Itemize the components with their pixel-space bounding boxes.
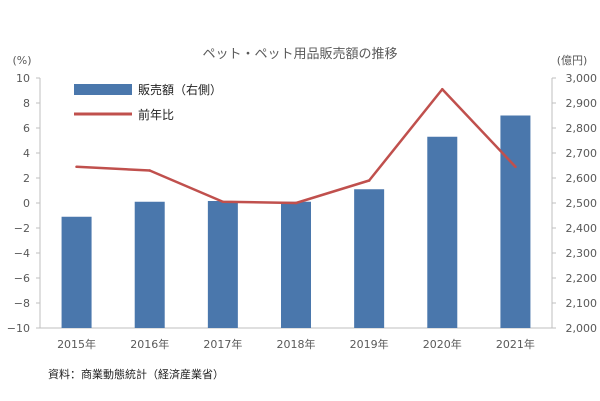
x-tick-label: 2021年 bbox=[496, 337, 535, 351]
right-tick-label: 2,800 bbox=[566, 122, 598, 135]
left-axis-unit: (%) bbox=[12, 54, 31, 67]
bar bbox=[427, 136, 458, 328]
legend: 販売額（右側） 前年比 bbox=[74, 82, 222, 122]
legend-swatch-bar bbox=[74, 84, 132, 95]
right-tick-label: 2,600 bbox=[566, 172, 598, 185]
left-tick-label: −8 bbox=[14, 297, 30, 310]
right-tick-label: 2,500 bbox=[566, 197, 598, 210]
bar bbox=[207, 201, 238, 328]
legend-label-line: 前年比 bbox=[138, 107, 174, 122]
right-tick-label: 2,100 bbox=[566, 297, 598, 310]
left-tick-label: 10 bbox=[16, 72, 30, 85]
right-tick-label: 2,000 bbox=[566, 322, 598, 335]
line-point bbox=[294, 201, 298, 205]
x-tick-label: 2015年 bbox=[57, 337, 96, 351]
left-tick-label: 0 bbox=[23, 197, 30, 210]
bar-series bbox=[61, 115, 531, 328]
right-axis-unit: (億円) bbox=[557, 54, 588, 67]
left-tick-label: 6 bbox=[23, 122, 30, 135]
bar bbox=[281, 201, 311, 328]
left-axis-ticks: −10 −8 −6 −4 −2 0 2 4 6 8 10 bbox=[7, 72, 40, 335]
line-point bbox=[75, 165, 78, 169]
x-tick-label: 2018年 bbox=[277, 337, 316, 351]
left-tick-label: −10 bbox=[7, 322, 30, 335]
bar bbox=[61, 216, 92, 328]
line-point bbox=[221, 200, 225, 204]
right-axis-ticks: 2,000 2,100 2,200 2,300 2,400 2,500 2,600 2,700… bbox=[552, 72, 597, 335]
line-point bbox=[367, 179, 371, 182]
legend-label-bar: 販売額（右側） bbox=[138, 82, 222, 97]
source-note: 資料：商業動態統計（経済産業省） bbox=[48, 367, 224, 381]
line-point bbox=[514, 165, 517, 169]
x-tick-label: 2019年 bbox=[350, 337, 389, 351]
x-tick-label: 2016年 bbox=[130, 337, 169, 351]
x-tick-label: 2020年 bbox=[423, 337, 462, 351]
line-point bbox=[148, 169, 152, 172]
left-tick-label: 8 bbox=[23, 97, 30, 110]
right-tick-label: 2,400 bbox=[566, 222, 598, 235]
left-tick-label: 2 bbox=[23, 172, 30, 185]
bar bbox=[354, 189, 385, 328]
left-tick-label: −4 bbox=[14, 247, 30, 260]
chart-title: ペット・ペット用品販売額の推移 bbox=[202, 46, 397, 62]
left-tick-label: −6 bbox=[14, 272, 30, 285]
x-axis-ticks: 2015年 2016年 2017年 2018年 2019年 2020年 2021年 bbox=[57, 337, 535, 351]
line-point bbox=[440, 87, 444, 91]
bar bbox=[500, 115, 531, 328]
bar bbox=[134, 201, 165, 328]
left-tick-label: 4 bbox=[23, 147, 30, 160]
line-series bbox=[75, 87, 517, 205]
right-tick-label: 3,000 bbox=[566, 72, 598, 85]
left-tick-label: −2 bbox=[14, 222, 30, 235]
right-tick-label: 2,200 bbox=[566, 272, 598, 285]
right-tick-label: 2,900 bbox=[566, 97, 598, 110]
right-tick-label: 2,300 bbox=[566, 247, 598, 260]
x-tick-label: 2017年 bbox=[203, 337, 242, 351]
right-tick-label: 2,700 bbox=[566, 147, 598, 160]
